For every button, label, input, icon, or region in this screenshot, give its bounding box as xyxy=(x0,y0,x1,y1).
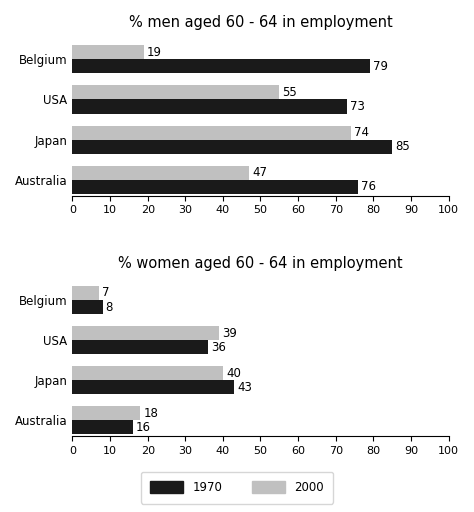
Text: 39: 39 xyxy=(222,327,237,339)
Bar xyxy=(73,406,140,420)
Bar xyxy=(73,420,133,434)
Bar xyxy=(73,46,144,59)
Text: 19: 19 xyxy=(147,46,162,59)
Bar xyxy=(73,99,347,114)
Text: 18: 18 xyxy=(143,407,158,420)
Bar xyxy=(73,340,208,354)
Text: 76: 76 xyxy=(361,180,376,193)
Bar xyxy=(73,300,102,314)
Bar xyxy=(73,326,219,340)
Text: 47: 47 xyxy=(252,166,267,179)
Text: 7: 7 xyxy=(102,287,109,300)
Text: 73: 73 xyxy=(350,100,365,113)
Text: 16: 16 xyxy=(136,421,151,434)
Bar xyxy=(73,180,358,194)
Text: 40: 40 xyxy=(226,367,241,380)
Bar xyxy=(73,140,392,154)
Title: % women aged 60 - 64 in employment: % women aged 60 - 64 in employment xyxy=(118,255,403,270)
Legend: 1970, 2000: 1970, 2000 xyxy=(141,472,333,503)
Bar xyxy=(73,380,234,394)
Bar xyxy=(73,286,99,300)
Bar xyxy=(73,366,223,380)
Text: 74: 74 xyxy=(354,126,369,139)
Text: 85: 85 xyxy=(395,140,410,153)
Text: 55: 55 xyxy=(283,86,297,99)
Title: % men aged 60 - 64 in employment: % men aged 60 - 64 in employment xyxy=(128,15,392,30)
Bar xyxy=(73,125,351,140)
Bar xyxy=(73,166,249,180)
Text: 79: 79 xyxy=(373,60,388,73)
Bar xyxy=(73,59,370,73)
Text: 36: 36 xyxy=(211,340,226,354)
Text: 43: 43 xyxy=(237,381,252,394)
Bar xyxy=(73,86,279,99)
Text: 8: 8 xyxy=(106,301,113,313)
